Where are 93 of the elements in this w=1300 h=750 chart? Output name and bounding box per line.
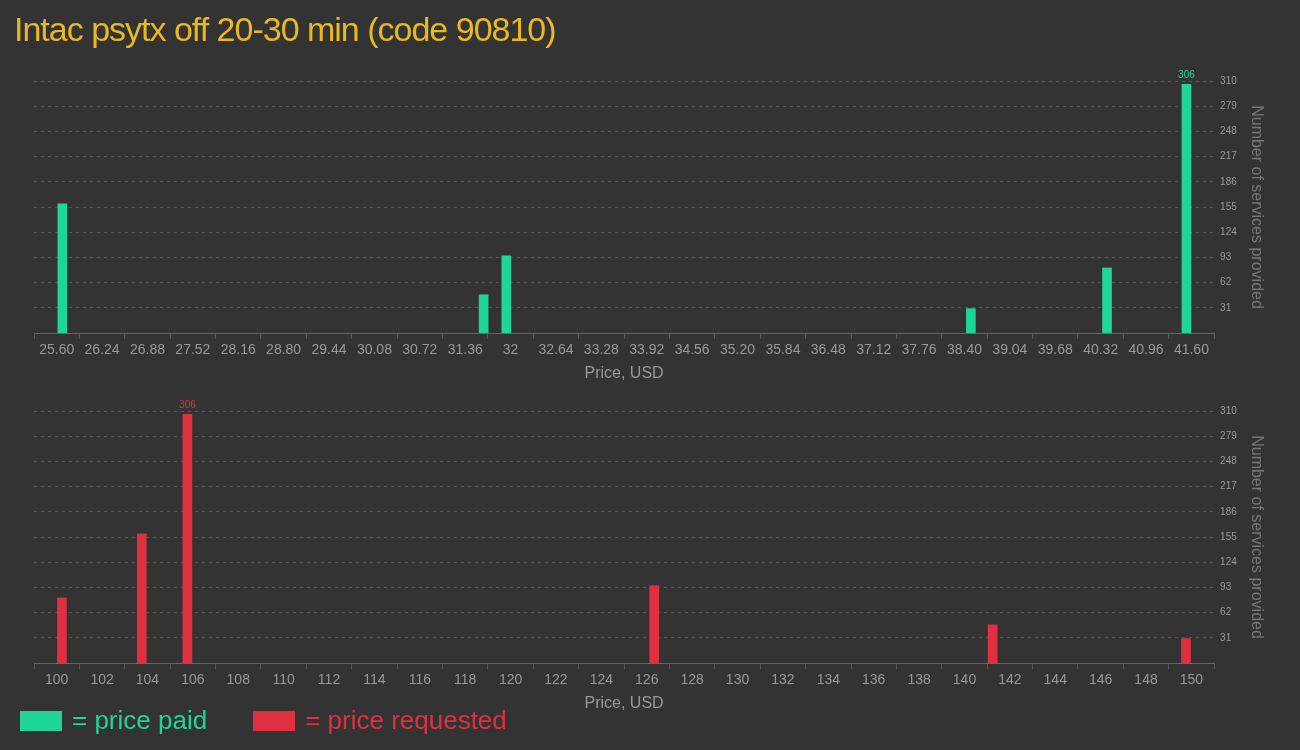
x-tick-label: 25.60	[39, 341, 75, 358]
x-tick-label: 27.52	[175, 341, 211, 358]
y-tick-label: 62	[1220, 276, 1232, 288]
x-tick-label: 39.68	[1037, 341, 1073, 358]
x-tick-label: 32	[502, 341, 519, 358]
x-tick-label: 26.88	[129, 341, 166, 358]
y-tick-label: 217	[1220, 480, 1238, 492]
x-tick-label: 35.20	[720, 341, 756, 358]
bar	[649, 585, 660, 663]
x-tick-label: 130	[725, 671, 750, 688]
x-tick-label: 106	[181, 671, 205, 688]
x-tick-label: 120	[498, 671, 523, 688]
x-tick-label: 30.72	[402, 341, 438, 358]
x-tick-label: 140	[952, 671, 977, 688]
x-tick-label: 150	[1179, 671, 1204, 688]
x-tick-label: 34.56	[674, 341, 710, 358]
bar	[478, 294, 489, 333]
x-tick-label: 126	[635, 671, 659, 688]
x-tick-label: 138	[907, 671, 931, 688]
y-tick-label: 155	[1220, 200, 1238, 212]
x-tick-label: 142	[998, 671, 1022, 688]
x-tick-label: 128	[680, 671, 705, 688]
y-tick-label: 93	[1220, 251, 1232, 263]
x-tick-label: 112	[317, 671, 341, 688]
x-tick-label: 32.64	[538, 341, 574, 358]
x-tick-label: 29.44	[311, 341, 347, 358]
x-tick-label: 40.96	[1128, 341, 1164, 358]
legend-label: = price paid	[72, 705, 208, 736]
x-tick-label: 26.24	[84, 341, 120, 358]
x-tick-label: 30.08	[356, 341, 393, 358]
bar	[57, 203, 68, 333]
y-tick-label: 279	[1220, 429, 1238, 441]
x-tick-label: 37.12	[856, 341, 892, 358]
bar	[136, 533, 147, 663]
y-tick-label: 155	[1220, 530, 1238, 542]
x-tick-label: 110	[272, 671, 296, 688]
data-label: 306	[1178, 69, 1196, 80]
y-tick-label: 62	[1220, 606, 1232, 618]
x-tick-label: 136	[862, 671, 886, 688]
x-tick-label: 100	[45, 671, 69, 688]
y-tick-label: 248	[1220, 455, 1238, 467]
y-tick-label: 217	[1220, 150, 1238, 162]
bar	[987, 624, 998, 663]
x-tick-label: 118	[454, 671, 477, 688]
bar	[1102, 267, 1112, 333]
legend-label: = price requested	[305, 705, 507, 736]
y-tick-label: 279	[1220, 99, 1238, 111]
x-tick-label: 36.48	[810, 341, 847, 358]
y-tick-label: 124	[1220, 555, 1238, 567]
x-tick-label: 40.32	[1083, 341, 1119, 358]
x-tick-label: 114	[363, 671, 386, 688]
x-tick-label: 132	[771, 671, 795, 688]
x-tick-label: 124	[589, 671, 614, 688]
x-tick-label: 102	[90, 671, 114, 688]
x-tick-label: 39.04	[992, 341, 1028, 358]
y-tick-label: 31	[1220, 631, 1232, 643]
x-tick-label: 148	[1134, 671, 1158, 688]
x-tick-label: 116	[408, 671, 432, 688]
chart-title: Intac psytx off 20-30 min (code 90810)	[14, 10, 556, 49]
y-tick-label: 31	[1220, 301, 1232, 313]
x-tick-label: 104	[135, 671, 160, 688]
y-tick-label: 186	[1220, 175, 1238, 187]
x-tick-label: 31.36	[447, 341, 483, 358]
y-tick-label: 248	[1220, 125, 1238, 137]
bar	[501, 255, 512, 333]
x-axis-title: Price, USD	[584, 693, 664, 711]
data-label: 306	[179, 399, 197, 410]
x-tick-label: 28.80	[266, 341, 302, 358]
y-axis-title: Number of services provided	[1248, 105, 1266, 309]
y-tick-label: 310	[1220, 404, 1238, 416]
y-tick-label: 186	[1220, 505, 1238, 517]
bar	[57, 597, 67, 663]
bar	[1181, 638, 1191, 663]
x-tick-label: 108	[226, 671, 251, 688]
x-tick-label: 37.76	[901, 341, 937, 358]
bar	[966, 308, 976, 333]
x-tick-label: 41.60	[1173, 341, 1210, 358]
x-tick-label: 33.92	[629, 341, 665, 358]
x-tick-label: 146	[1088, 671, 1113, 688]
x-tick-label: 28.16	[220, 341, 256, 358]
y-tick-label: 310	[1220, 74, 1238, 86]
x-axis-title: Price, USD	[584, 363, 664, 381]
x-tick-label: 33.28	[583, 341, 620, 358]
x-tick-label: 38.40	[946, 341, 983, 358]
y-tick-label: 124	[1220, 225, 1238, 237]
x-tick-label: 122	[544, 671, 568, 688]
x-tick-label: 144	[1043, 671, 1068, 688]
y-axis-title: Number of services provided	[1248, 435, 1266, 639]
y-tick-label: 93	[1220, 581, 1232, 593]
bar	[182, 413, 193, 663]
x-tick-label: 134	[816, 671, 841, 688]
bar	[1181, 83, 1192, 333]
x-tick-label: 35.84	[765, 341, 801, 358]
